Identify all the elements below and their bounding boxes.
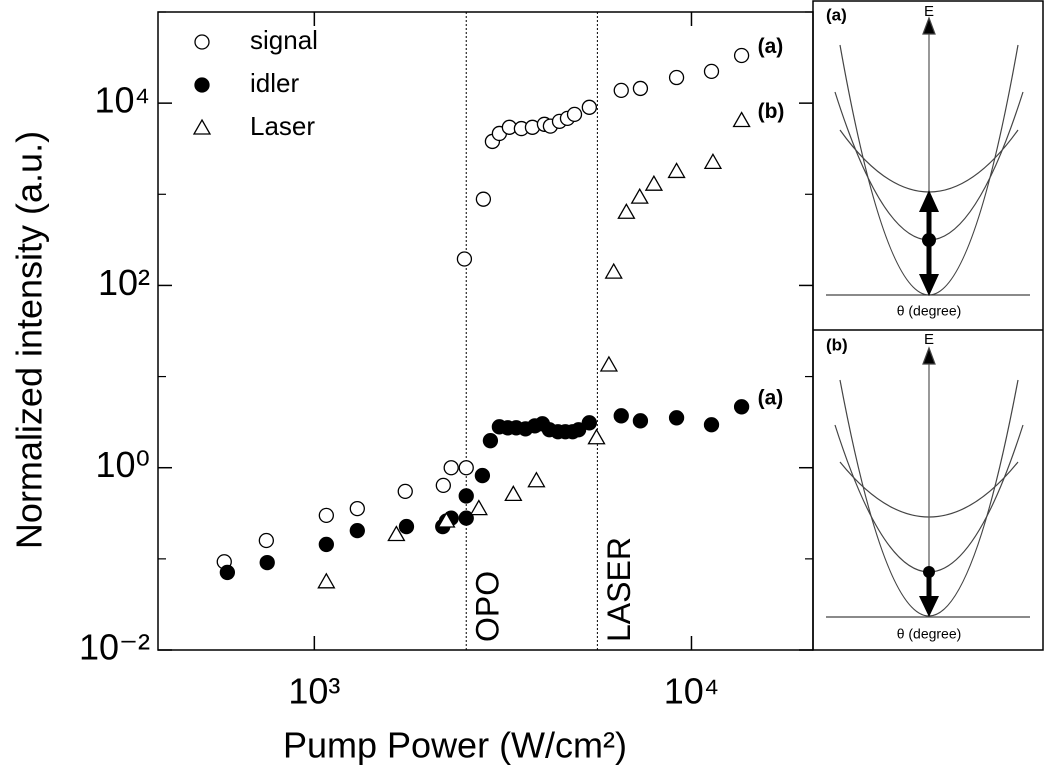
- y-tick-label: 10⁻²: [79, 627, 150, 668]
- legend-marker: [194, 34, 210, 50]
- x-axis-title: Pump Power (W/cm²): [283, 725, 627, 766]
- y-tick-label: 10⁴: [94, 80, 150, 121]
- data-point: [667, 162, 686, 179]
- data-point: [317, 572, 336, 589]
- inset-panels: (a) E θ (degree) (b) E θ (degree): [812, 0, 1044, 651]
- data-point: [504, 485, 523, 502]
- series-end-label: (a): [758, 35, 784, 58]
- inset-energy-label: E: [924, 3, 934, 20]
- series-end-label: (a): [758, 386, 784, 409]
- data-point: [437, 511, 456, 528]
- data-point: [644, 174, 664, 191]
- data-point: [703, 63, 720, 80]
- data-point: [219, 564, 236, 581]
- data-point: [318, 536, 334, 553]
- plot-frame: [157, 11, 814, 651]
- data-point: [443, 460, 459, 476]
- data-point: [632, 413, 649, 429]
- data-point: [458, 488, 474, 504]
- data-point: [259, 554, 275, 571]
- data-point: [570, 422, 587, 438]
- data-point: [435, 477, 451, 494]
- data-point: [527, 471, 546, 488]
- data-point: [613, 82, 629, 99]
- legend-label: idler: [250, 68, 299, 98]
- data-point: [587, 428, 606, 445]
- y-axis-title: Normalized intensity (a.u.): [9, 131, 50, 549]
- x-tick-label: 10⁴: [664, 671, 720, 712]
- data-point: [732, 111, 751, 128]
- data-point: [469, 499, 488, 516]
- data-point: [456, 251, 473, 267]
- inset-energy-label: E: [924, 331, 934, 348]
- legend-label: Laser: [250, 111, 315, 141]
- data-point: [630, 187, 649, 204]
- series-end-label: (b): [758, 100, 785, 123]
- data-point: [703, 417, 720, 433]
- inset-label: (b): [826, 335, 848, 354]
- data-point: [458, 510, 474, 526]
- data-point: [617, 202, 636, 219]
- data-point: [318, 507, 334, 524]
- data-point: [703, 153, 723, 170]
- inset-label: (a): [826, 5, 847, 24]
- data-point: [482, 433, 499, 449]
- y-tick-label: 10²: [98, 262, 150, 303]
- data-point: [566, 106, 583, 123]
- data-point: [258, 532, 274, 549]
- threshold-label: OPO: [470, 571, 506, 642]
- y-tick-label: 10⁰: [96, 444, 150, 485]
- data-point: [668, 410, 685, 426]
- data-point: [613, 408, 629, 424]
- data-point: [349, 500, 365, 517]
- legend-marker: [194, 77, 210, 93]
- data-point: [599, 355, 619, 372]
- data-point: [581, 99, 597, 115]
- data-point: [387, 525, 406, 542]
- inset-axis-label: θ (degree): [897, 626, 962, 642]
- data-point: [458, 460, 474, 476]
- data-point: [604, 262, 623, 279]
- inset-b-transition: [919, 566, 939, 617]
- data-point: [397, 483, 413, 500]
- data-point: [668, 69, 685, 86]
- data-point: [398, 518, 415, 535]
- data-point: [581, 415, 597, 431]
- data-point: [474, 467, 491, 484]
- threshold-label: LASER: [601, 537, 637, 642]
- data-point: [733, 47, 750, 64]
- data-point: [475, 191, 492, 207]
- inset-axis-label: θ (degree): [897, 303, 962, 319]
- data-point: [733, 399, 750, 415]
- legend-marker: [192, 118, 212, 135]
- x-tick-label: 10³: [288, 671, 340, 712]
- legend-label: signal: [250, 25, 318, 55]
- data-point: [349, 522, 365, 539]
- data-point: [632, 80, 649, 97]
- inset-frame: [812, 0, 1044, 651]
- inset-a-transition: [919, 190, 939, 296]
